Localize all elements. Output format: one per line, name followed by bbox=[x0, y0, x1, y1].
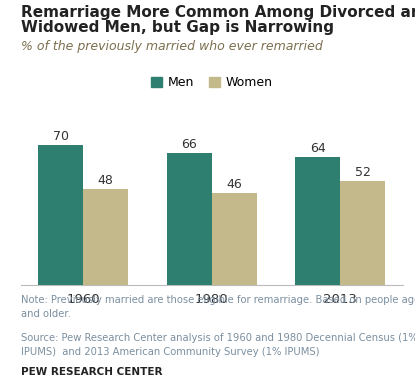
Text: PEW RESEARCH CENTER: PEW RESEARCH CENTER bbox=[21, 367, 162, 377]
Text: 48: 48 bbox=[98, 174, 114, 187]
Text: 46: 46 bbox=[226, 178, 242, 191]
Bar bbox=[212, 193, 256, 285]
Text: Remarriage More Common Among Divorced and: Remarriage More Common Among Divorced an… bbox=[21, 5, 415, 20]
Bar bbox=[167, 153, 212, 285]
Bar bbox=[295, 157, 340, 285]
Bar bbox=[83, 189, 128, 285]
Bar bbox=[340, 181, 385, 285]
Legend: Men, Women: Men, Women bbox=[146, 71, 277, 94]
Text: 52: 52 bbox=[355, 166, 371, 179]
Text: % of the previously married who ever remarried: % of the previously married who ever rem… bbox=[21, 40, 322, 54]
Text: Note: Previously married are those eligible for remarriage. Based on people ages: Note: Previously married are those eligi… bbox=[21, 295, 415, 318]
Text: 64: 64 bbox=[310, 142, 326, 156]
Text: Source: Pew Research Center analysis of 1960 and 1980 Decennial Census (1%
IPUMS: Source: Pew Research Center analysis of … bbox=[21, 333, 415, 357]
Text: 70: 70 bbox=[53, 131, 68, 143]
Bar bbox=[38, 146, 83, 285]
Text: Widowed Men, but Gap is Narrowing: Widowed Men, but Gap is Narrowing bbox=[21, 20, 334, 35]
Text: 66: 66 bbox=[181, 138, 197, 151]
